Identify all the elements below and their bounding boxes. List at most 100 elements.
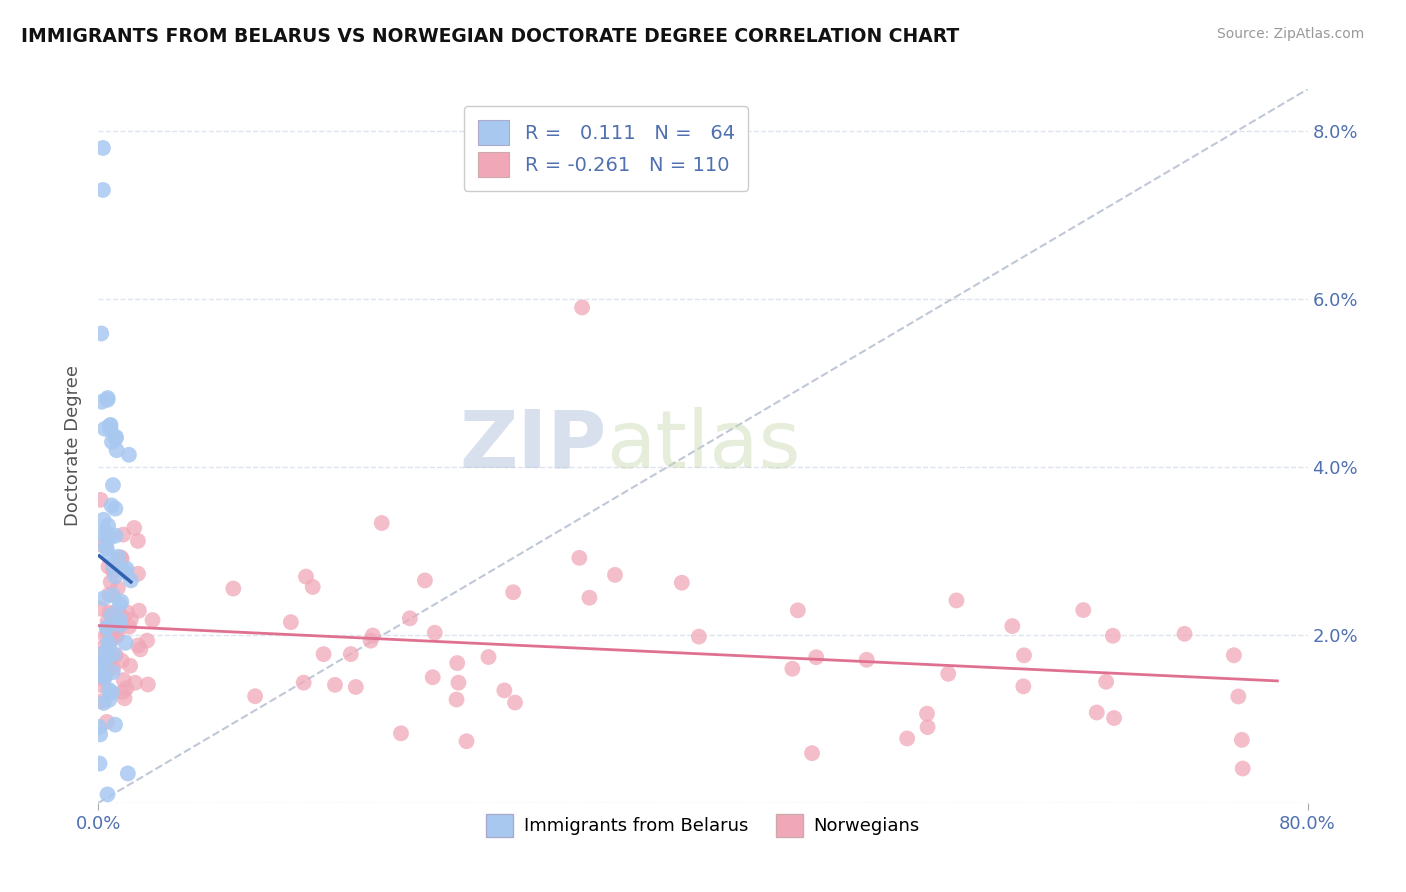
Point: [111, 654, 134, 668]
Point: [100, 499, 122, 513]
Point: [101, 608, 124, 623]
Point: [323, 678, 346, 692]
Point: [97, 635, 120, 649]
Point: [96, 615, 118, 629]
Point: [1230, 732, 1253, 747]
Point: [108, 598, 131, 612]
Point: [96, 788, 118, 802]
Point: [91, 640, 114, 655]
Point: [301, 580, 323, 594]
Point: [98, 531, 121, 545]
Point: [104, 501, 127, 516]
Point: [100, 417, 122, 432]
Point: [1223, 648, 1246, 663]
Point: [399, 611, 422, 625]
Point: [97, 391, 120, 405]
Point: [280, 615, 302, 629]
Point: [94, 654, 117, 668]
Point: [101, 624, 124, 639]
Point: [101, 478, 124, 492]
Point: [98, 418, 121, 433]
Point: [89, 756, 111, 771]
Point: [477, 650, 499, 665]
Point: [104, 630, 127, 644]
Point: [101, 685, 124, 699]
Point: [90, 492, 112, 507]
Point: [112, 673, 135, 687]
Point: [1012, 648, 1035, 663]
Point: [578, 591, 600, 605]
Point: [120, 658, 142, 673]
Point: [806, 650, 828, 665]
Point: [107, 581, 129, 595]
Point: [104, 432, 127, 446]
Point: [413, 574, 436, 588]
Point: [118, 620, 141, 634]
Point: [360, 633, 382, 648]
Point: [115, 681, 138, 695]
Point: [93, 696, 115, 710]
Point: [93, 672, 115, 686]
Point: [101, 434, 124, 449]
Text: IMMIGRANTS FROM BELARUS VS NORWEGIAN DOCTORATE DEGREE CORRELATION CHART: IMMIGRANTS FROM BELARUS VS NORWEGIAN DOC…: [21, 27, 959, 45]
Point: [100, 575, 122, 590]
Point: [96, 392, 118, 407]
Point: [91, 183, 114, 197]
Text: ZIP: ZIP: [458, 407, 606, 485]
Point: [110, 550, 132, 565]
Point: [98, 692, 121, 706]
Point: [1085, 706, 1108, 720]
Point: [110, 595, 132, 609]
Point: [855, 653, 877, 667]
Point: [104, 648, 127, 662]
Point: [494, 683, 516, 698]
Point: [422, 670, 444, 684]
Point: [101, 661, 124, 675]
Point: [115, 562, 138, 576]
Point: [1232, 762, 1254, 776]
Point: [96, 714, 118, 729]
Point: [104, 717, 127, 731]
Point: [111, 685, 134, 699]
Point: [114, 691, 136, 706]
Point: [110, 618, 132, 632]
Point: [129, 642, 152, 657]
Point: [128, 604, 150, 618]
Point: [101, 558, 124, 573]
Point: [105, 443, 128, 458]
Point: [107, 628, 129, 642]
Point: [1012, 679, 1035, 693]
Point: [120, 613, 142, 627]
Point: [917, 720, 939, 734]
Point: [104, 569, 127, 583]
Point: [568, 550, 591, 565]
Point: [103, 607, 125, 621]
Point: [96, 621, 118, 635]
Point: [117, 766, 139, 780]
Point: [371, 516, 394, 530]
Point: [340, 647, 363, 661]
Point: [1071, 603, 1094, 617]
Point: [896, 731, 918, 746]
Point: [107, 549, 129, 564]
Point: [114, 636, 136, 650]
Point: [361, 628, 384, 642]
Point: [671, 575, 693, 590]
Legend: Immigrants from Belarus, Norwegians: Immigrants from Belarus, Norwegians: [479, 807, 927, 844]
Point: [97, 559, 120, 574]
Point: [96, 621, 118, 635]
Point: [389, 726, 412, 740]
Point: [127, 533, 149, 548]
Point: [571, 301, 593, 315]
Point: [603, 568, 626, 582]
Point: [91, 141, 114, 155]
Point: [90, 394, 112, 409]
Point: [1173, 627, 1195, 641]
Point: [115, 566, 138, 580]
Point: [111, 611, 134, 625]
Point: [97, 625, 120, 640]
Point: [98, 606, 121, 620]
Point: [1102, 629, 1125, 643]
Point: [94, 540, 117, 554]
Point: [96, 657, 118, 672]
